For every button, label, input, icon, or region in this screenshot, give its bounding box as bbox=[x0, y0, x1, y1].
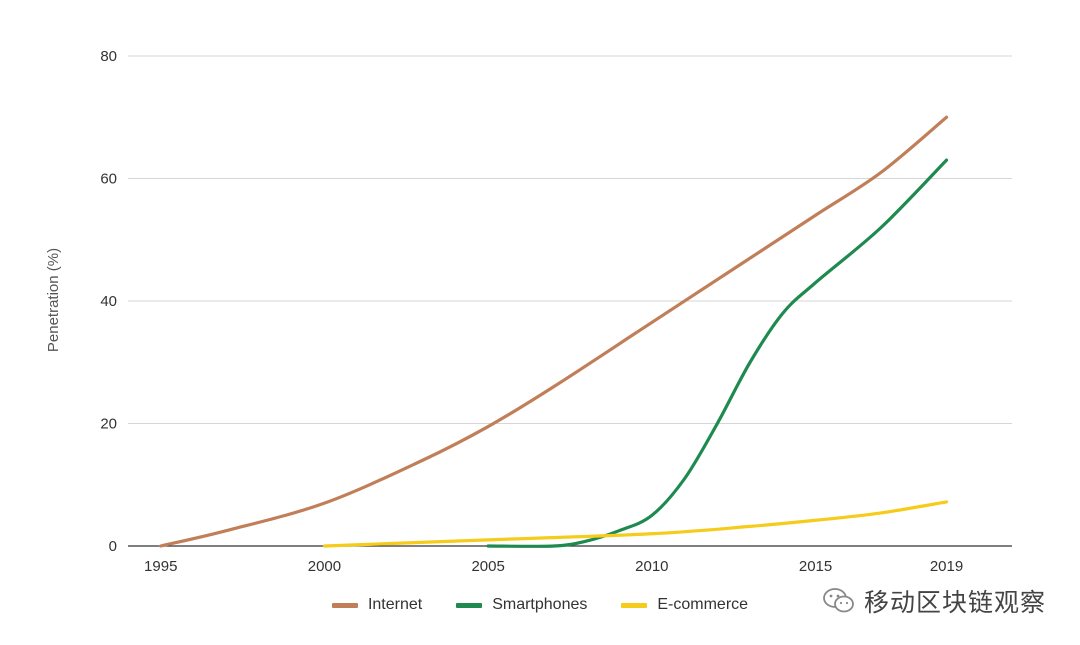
y-tick-label: 40 bbox=[100, 293, 117, 310]
x-tick-label: 2010 bbox=[635, 558, 668, 575]
y-tick-label: 0 bbox=[109, 538, 117, 555]
x-tick-label: 2019 bbox=[930, 558, 963, 575]
legend-label-ecommerce: E-commerce bbox=[657, 596, 749, 613]
series-line-internet bbox=[159, 115, 949, 548]
x-tick-label: 2000 bbox=[308, 558, 341, 575]
y-axis-label: Penetration (%) bbox=[45, 248, 62, 352]
wechat-icon bbox=[823, 588, 854, 613]
legend-swatch-smartphones bbox=[456, 602, 483, 608]
grid bbox=[128, 55, 1012, 424]
legend-item-smartphones: Smartphones bbox=[456, 596, 587, 614]
series-line-e-commerce bbox=[322, 500, 949, 548]
x-tick-label: 1995 bbox=[144, 558, 177, 575]
legend: Internet Smartphones E-commerce bbox=[0, 596, 1080, 614]
legend-item-ecommerce: E-commerce bbox=[621, 596, 748, 614]
x-tick-label: 2005 bbox=[471, 558, 504, 575]
y-tick-label: 20 bbox=[100, 416, 117, 433]
legend-label-internet: Internet bbox=[367, 596, 423, 613]
legend-item-internet: Internet bbox=[331, 596, 423, 614]
watermark-text: 移动区块链观察 bbox=[863, 589, 1046, 617]
legend-label-smartphones: Smartphones bbox=[492, 596, 588, 613]
series-line-smartphones bbox=[486, 158, 949, 548]
legend-swatch-internet bbox=[331, 602, 358, 608]
legend-swatch-ecommerce bbox=[621, 602, 648, 608]
y-tick-label: 80 bbox=[100, 48, 117, 65]
axes: 0 20 40 60 80 1995 2000 2005 2010 2015 2019 bbox=[100, 48, 1012, 575]
x-tick-label: 2015 bbox=[799, 558, 832, 575]
y-tick-label: 60 bbox=[100, 171, 117, 188]
watermark: 移动区块链观察 bbox=[822, 583, 1046, 619]
series-group bbox=[159, 115, 949, 548]
